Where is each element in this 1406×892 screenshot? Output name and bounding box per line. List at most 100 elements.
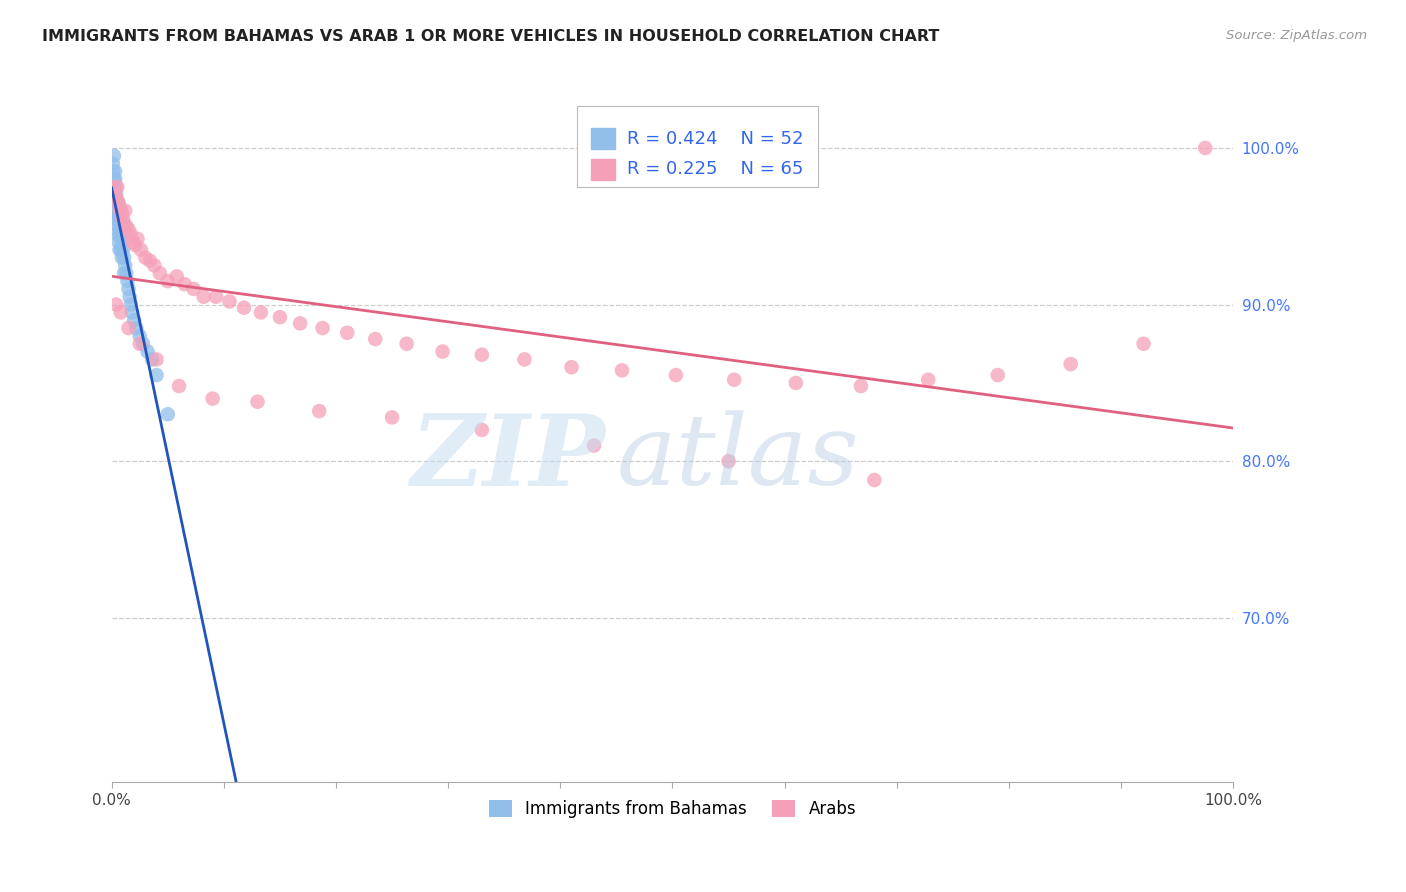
Point	[311, 321, 333, 335]
Point	[723, 373, 745, 387]
Text: R = 0.424    N = 52: R = 0.424 N = 52	[627, 129, 803, 148]
Point	[246, 394, 269, 409]
Point	[166, 269, 188, 284]
Point	[395, 336, 418, 351]
Point	[156, 407, 179, 421]
Point	[381, 410, 404, 425]
Point	[117, 222, 139, 236]
FancyBboxPatch shape	[591, 159, 616, 179]
Point	[193, 290, 215, 304]
Point	[156, 274, 179, 288]
Point	[105, 211, 128, 226]
Point	[112, 266, 135, 280]
Point	[101, 156, 124, 170]
Text: atlas: atlas	[616, 410, 859, 506]
Point	[104, 188, 127, 202]
Point	[336, 326, 359, 340]
Point	[110, 243, 132, 257]
Point	[115, 219, 138, 234]
Point	[610, 363, 633, 377]
Point	[582, 439, 605, 453]
Point	[205, 290, 228, 304]
Point	[513, 352, 536, 367]
Point	[107, 195, 129, 210]
Point	[129, 243, 152, 257]
Point	[136, 344, 159, 359]
Point	[101, 180, 124, 194]
Point	[128, 329, 150, 343]
Point	[717, 454, 740, 468]
Text: ZIP: ZIP	[411, 409, 605, 507]
Point	[250, 305, 273, 319]
Point	[107, 195, 129, 210]
Point	[105, 191, 128, 205]
Point	[111, 243, 134, 257]
Point	[849, 379, 872, 393]
Point	[269, 310, 291, 325]
Point	[308, 404, 330, 418]
Point	[143, 259, 166, 273]
Point	[1059, 357, 1081, 371]
Text: Source: ZipAtlas.com: Source: ZipAtlas.com	[1226, 29, 1367, 42]
Point	[101, 188, 124, 202]
Point	[105, 180, 128, 194]
FancyBboxPatch shape	[576, 105, 818, 186]
Point	[149, 266, 172, 280]
Point	[104, 172, 127, 186]
Point	[987, 368, 1010, 382]
Point	[665, 368, 688, 382]
Point	[105, 211, 128, 226]
Point	[122, 313, 145, 327]
Point	[122, 235, 145, 249]
Point	[105, 195, 128, 210]
Point	[111, 235, 134, 249]
Point	[114, 259, 136, 273]
Point	[118, 290, 141, 304]
Point	[105, 227, 128, 241]
Legend: Immigrants from Bahamas, Arabs: Immigrants from Bahamas, Arabs	[482, 793, 863, 825]
Point	[111, 227, 134, 241]
Point	[288, 317, 311, 331]
Point	[1194, 141, 1216, 155]
Point	[103, 172, 125, 186]
Point	[117, 321, 139, 335]
Point	[124, 238, 146, 252]
Point	[218, 294, 240, 309]
Point	[105, 297, 128, 311]
Point	[103, 180, 125, 194]
Point	[107, 219, 129, 234]
Point	[173, 277, 195, 292]
Point	[112, 216, 135, 230]
Point	[471, 348, 494, 362]
Point	[167, 379, 190, 393]
Point	[145, 352, 167, 367]
Point	[863, 473, 886, 487]
Point	[104, 203, 127, 218]
Point	[471, 423, 494, 437]
FancyBboxPatch shape	[591, 128, 616, 149]
Point	[110, 211, 132, 226]
Point	[105, 180, 128, 194]
Point	[141, 352, 163, 367]
Point	[1132, 336, 1154, 351]
Point	[105, 195, 128, 210]
Point	[115, 266, 138, 280]
Point	[127, 232, 149, 246]
Point	[103, 180, 125, 194]
Point	[117, 282, 139, 296]
Point	[108, 201, 131, 215]
Point	[121, 305, 143, 319]
Point	[139, 253, 162, 268]
Point	[105, 203, 128, 218]
Point	[105, 188, 128, 202]
Point	[108, 227, 131, 241]
Point	[108, 211, 131, 226]
Point	[107, 203, 129, 218]
Point	[125, 321, 148, 335]
Point	[111, 207, 134, 221]
Point	[120, 227, 142, 241]
Point	[785, 376, 807, 390]
Point	[111, 251, 134, 265]
Point	[117, 274, 139, 288]
Point	[110, 305, 132, 319]
